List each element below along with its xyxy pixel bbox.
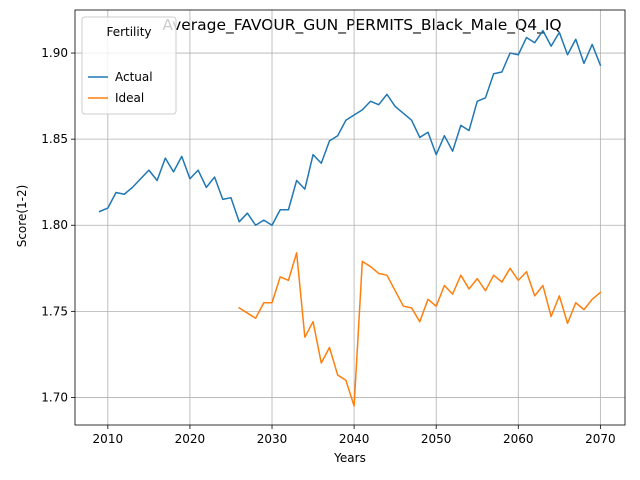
- x-tick-label: 2010: [93, 432, 124, 446]
- y-tick-label: 1.75: [41, 304, 68, 318]
- series-layer: [98, 29, 602, 407]
- legend-label-ideal: Ideal: [115, 91, 144, 105]
- x-tick-label: 2050: [421, 432, 452, 446]
- y-tick-label: 1.70: [41, 390, 68, 404]
- x-tick-label: 2030: [257, 432, 288, 446]
- legend-box: [81, 16, 177, 115]
- x-axis-ticks: 2010 2020 2030 2040 2050 2060 2070: [93, 425, 616, 446]
- legend-label-actual: Actual: [115, 70, 153, 84]
- y-tick-label: 1.85: [41, 132, 68, 146]
- plot-frame: [74, 9, 626, 426]
- x-axis-label: Years: [333, 451, 366, 465]
- y-tick-label: 1.80: [41, 218, 68, 232]
- legend: Fertility Actual Ideal: [81, 16, 177, 115]
- x-tick-label: 2070: [585, 432, 616, 446]
- grid-lines: [75, 10, 625, 425]
- legend-title: Fertility: [106, 25, 151, 39]
- series-line-actual: [98, 29, 602, 226]
- y-axis-ticks: 1.70 1.75 1.80 1.85 1.90: [41, 46, 75, 404]
- y-tick-label: 1.90: [41, 46, 68, 60]
- x-tick-label: 2060: [503, 432, 534, 446]
- x-tick-label: 2040: [339, 432, 370, 446]
- series-line-ideal: [238, 252, 602, 407]
- y-axis-label: Score(1-2): [15, 185, 29, 248]
- x-tick-label: 2020: [175, 432, 206, 446]
- chart-title: Average_FAVOUR_GUN_PERMITS_Black_Male_Q4…: [162, 16, 561, 35]
